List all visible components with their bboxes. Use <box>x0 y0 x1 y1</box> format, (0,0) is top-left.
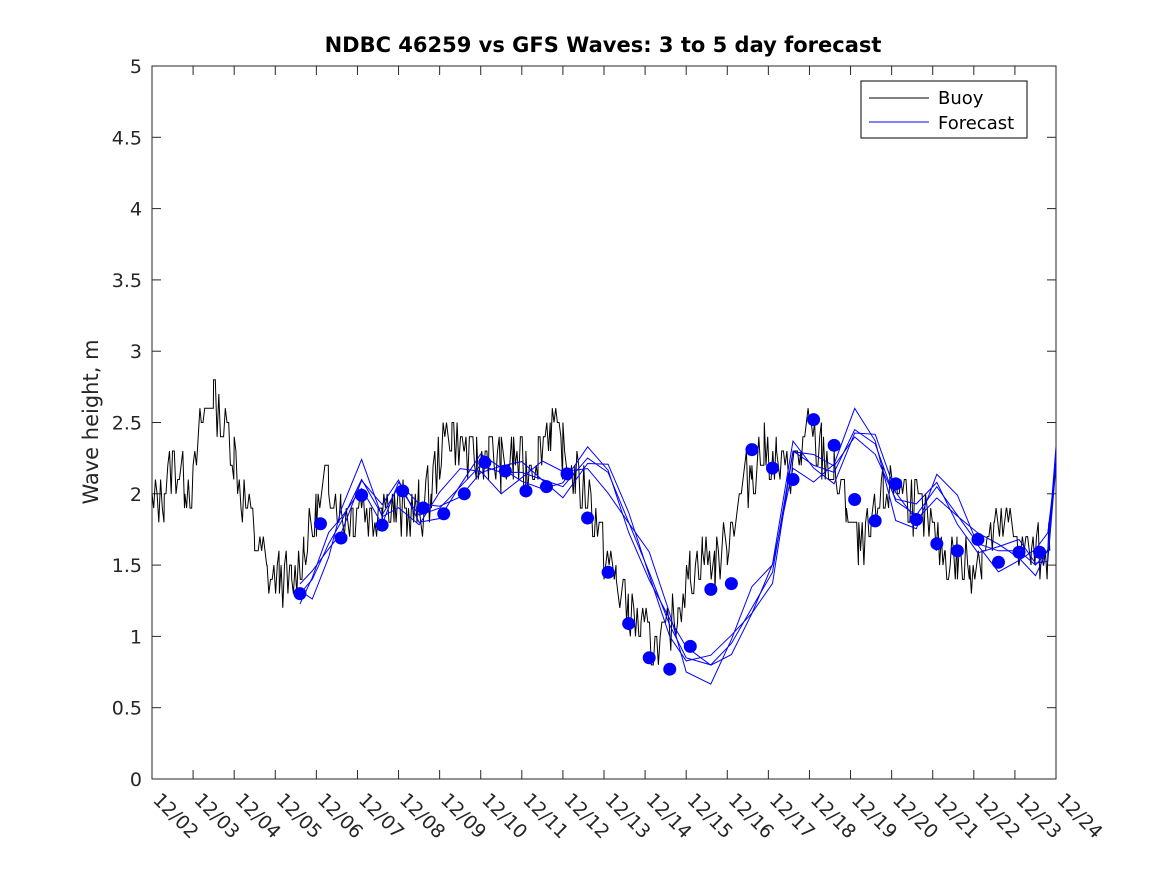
forecast-marker <box>991 555 1005 569</box>
x-tick-label: 12/23 <box>1011 789 1065 843</box>
forecast-marker <box>293 587 307 601</box>
plot-area <box>151 65 1057 780</box>
forecast-marker <box>396 484 410 498</box>
series-layer <box>151 379 1057 685</box>
buoy-line <box>151 379 1051 666</box>
forecast-marker <box>950 544 964 558</box>
x-tick-label: 12/20 <box>888 789 942 843</box>
y-tick-label: 2.5 <box>112 413 142 435</box>
y-tick-label: 4 <box>130 199 142 221</box>
forecast-marker <box>416 501 430 515</box>
y-tick-label: 5 <box>130 56 142 78</box>
x-tick-label: 12/02 <box>148 789 202 843</box>
chart-title: NDBC 46259 vs GFS Waves: 3 to 5 day fore… <box>325 33 882 57</box>
forecast-marker <box>601 565 615 579</box>
forecast-marker <box>704 582 718 596</box>
forecast-marker <box>642 651 656 665</box>
forecast-marker <box>581 511 595 525</box>
forecast-marker <box>848 493 862 507</box>
forecast-marker <box>971 532 985 546</box>
x-tick-label: 12/07 <box>354 789 408 843</box>
forecast-marker <box>868 514 882 528</box>
x-tick-label: 12/16 <box>724 789 778 843</box>
forecast-marker <box>1033 545 1047 559</box>
legend-buoy-label: Buoy <box>938 88 984 109</box>
x-tick-label: 12/05 <box>272 789 326 843</box>
x-tick-label: 12/18 <box>806 789 860 843</box>
forecast-marker <box>519 484 533 498</box>
x-tick-label: 12/13 <box>600 789 654 843</box>
forecast-marker <box>724 577 738 591</box>
x-tick-label: 12/15 <box>683 789 737 843</box>
forecast-marker <box>889 477 903 491</box>
forecast-marker <box>807 413 821 427</box>
x-tick-label: 12/09 <box>436 789 490 843</box>
forecast-line <box>299 407 1057 685</box>
forecast-marker <box>539 480 553 494</box>
forecast-marker <box>663 662 677 676</box>
x-tick-label: 12/03 <box>190 789 244 843</box>
forecast-marker <box>437 507 451 521</box>
forecast-marker <box>478 455 492 469</box>
x-tick-label: 12/22 <box>970 789 1024 843</box>
forecast-marker <box>622 617 636 631</box>
y-tick-label: 1.5 <box>112 555 142 577</box>
x-tick-label: 12/24 <box>1052 789 1106 843</box>
y-tick-label: 1 <box>130 626 142 648</box>
forecast-marker <box>355 488 369 502</box>
forecast-marker <box>745 443 759 457</box>
y-axis: 0 0.5 1 1.5 2 2.5 3 3.5 4 4.5 5 <box>112 56 1056 791</box>
x-tick-label: 12/21 <box>929 789 983 843</box>
forecast-marker <box>457 487 471 501</box>
y-tick-label: 0.5 <box>112 698 142 720</box>
y-tick-label: 3.5 <box>112 270 142 292</box>
x-tick-label: 12/12 <box>559 789 613 843</box>
forecast-marker <box>909 512 923 526</box>
x-tick-label: 12/17 <box>765 789 819 843</box>
legend-box <box>860 80 1028 139</box>
forecast-marker <box>827 438 841 452</box>
y-tick-label: 0 <box>130 769 142 791</box>
x-tick-label: 12/19 <box>847 789 901 843</box>
x-tick-label: 12/06 <box>313 789 367 843</box>
forecast-marker <box>786 473 800 487</box>
forecast-line <box>299 432 1057 666</box>
x-tick-label: 12/04 <box>231 789 285 843</box>
forecast-marker <box>930 537 944 551</box>
forecast-marker <box>683 639 697 653</box>
forecast-marker <box>765 461 779 475</box>
y-tick-label: 3 <box>130 341 142 363</box>
x-tick-label: 12/14 <box>642 789 696 843</box>
legend-forecast-label: Forecast <box>938 113 1014 134</box>
y-tick-label: 4.5 <box>112 127 142 149</box>
y-tick-label: 2 <box>130 484 142 506</box>
legend: Buoy Forecast <box>860 80 1028 139</box>
forecast-marker <box>375 518 389 532</box>
forecast-marker <box>560 467 574 481</box>
forecast-marker <box>313 517 327 531</box>
y-axis-label: Wave height, m <box>79 339 103 504</box>
forecast-marker <box>498 464 512 478</box>
x-tick-label: 12/08 <box>395 789 449 843</box>
forecast-marker <box>1012 545 1026 559</box>
forecast-marker <box>334 531 348 545</box>
x-tick-label: 12/10 <box>477 789 531 843</box>
x-tick-label: 12/11 <box>518 789 572 843</box>
forecast-line <box>299 436 1057 662</box>
